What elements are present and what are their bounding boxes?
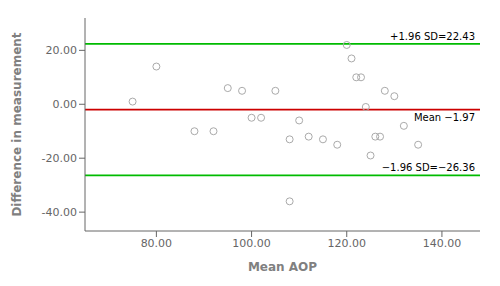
svg-text:140.00: 140.00	[423, 237, 462, 250]
svg-text:20.00: 20.00	[46, 44, 78, 57]
svg-text:+1.96 SD=22.43: +1.96 SD=22.43	[390, 31, 475, 42]
svg-text:−1.96 SD=−26.36: −1.96 SD=−26.36	[382, 162, 475, 173]
svg-text:100.00: 100.00	[232, 237, 271, 250]
svg-text:Mean AOP: Mean AOP	[248, 260, 317, 274]
svg-text:0.00: 0.00	[53, 98, 78, 111]
svg-text:Difference in measurement: Difference in measurement	[10, 32, 24, 216]
svg-text:120.00: 120.00	[327, 237, 366, 250]
svg-text:80.00: 80.00	[141, 237, 173, 250]
svg-text:-20.00: -20.00	[42, 152, 77, 165]
svg-text:-40.00: -40.00	[42, 206, 77, 219]
svg-text:Mean −1.97: Mean −1.97	[414, 112, 475, 123]
